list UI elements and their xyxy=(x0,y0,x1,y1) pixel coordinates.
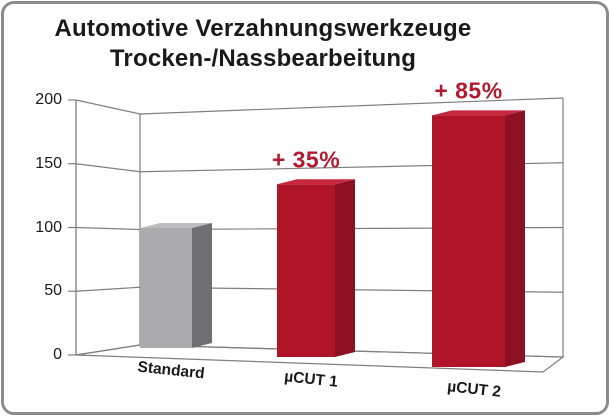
bar-ucut-2-front xyxy=(432,115,505,368)
bar-ucut-2-top xyxy=(432,110,525,116)
bar-ucut-2-side xyxy=(505,110,525,368)
chart-title: Automotive Verzahnungswerkzeuge Trocken-… xyxy=(0,14,526,74)
bar-standard-front xyxy=(140,228,192,348)
chart-title-line-1: Automotive Verzahnungswerkzeuge xyxy=(54,15,472,42)
chart-title-line-2: Trocken-/Nassbearbeitung xyxy=(109,45,417,72)
bar-ucut-1-side xyxy=(335,179,355,357)
bar-standard-side xyxy=(192,223,212,348)
bar-standard-top xyxy=(140,223,212,228)
bar-ucut-1-top xyxy=(277,179,355,185)
bar-ucut-1-front xyxy=(277,184,335,357)
